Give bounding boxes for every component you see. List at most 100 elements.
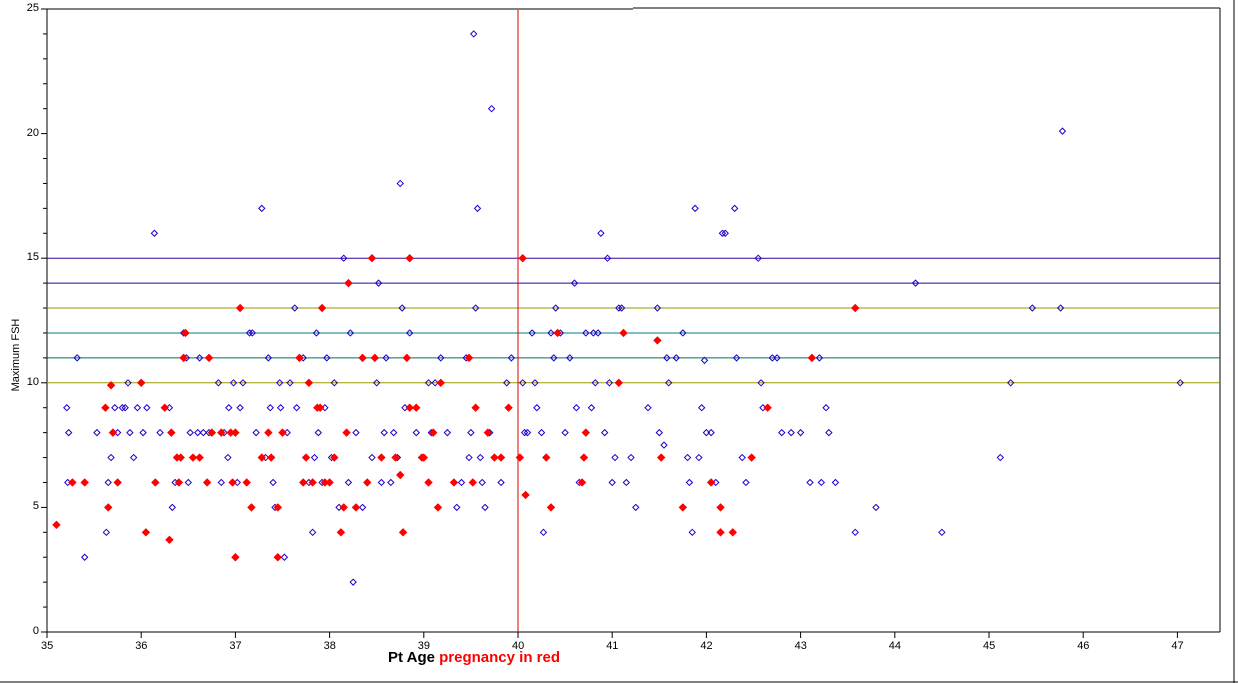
data-point-pregnancy bbox=[52, 520, 61, 530]
data-point bbox=[1058, 127, 1067, 135]
data-point-pregnancy bbox=[165, 535, 174, 545]
data-point-pregnancy bbox=[195, 453, 204, 462]
data-point-pregnancy bbox=[336, 528, 346, 537]
data-point-pregnancy bbox=[339, 503, 348, 512]
data-point-pregnancy bbox=[330, 453, 339, 462]
data-point-pregnancy bbox=[419, 453, 429, 462]
data-point bbox=[551, 304, 560, 312]
data-point bbox=[443, 428, 452, 437]
x-tick-label: 40 bbox=[512, 640, 525, 652]
data-point bbox=[102, 528, 111, 537]
x-axis-title-note: pregnancy in red bbox=[439, 649, 560, 666]
data-point bbox=[773, 354, 781, 362]
data-point-pregnancy bbox=[424, 478, 433, 487]
data-point bbox=[732, 354, 741, 362]
data-point bbox=[938, 528, 946, 537]
x-axis-title-main: Pt Age bbox=[388, 649, 435, 666]
data-point-pregnancy bbox=[653, 336, 662, 345]
data-point bbox=[683, 453, 692, 462]
y-axis-ticks bbox=[41, 8, 47, 633]
data-point bbox=[815, 354, 824, 362]
data-point bbox=[470, 30, 478, 38]
data-point bbox=[453, 503, 461, 512]
data-point bbox=[1028, 304, 1037, 312]
data-point bbox=[653, 304, 662, 312]
data-point-pregnancy bbox=[317, 303, 327, 313]
data-point bbox=[473, 204, 482, 213]
data-point bbox=[700, 356, 709, 365]
data-point bbox=[587, 404, 596, 412]
data-point bbox=[225, 404, 233, 412]
data-point-pregnancy bbox=[577, 478, 587, 487]
data-point bbox=[107, 453, 115, 462]
data-point bbox=[831, 478, 840, 487]
data-point bbox=[644, 404, 652, 412]
data-point bbox=[622, 478, 631, 487]
data-point-pregnancy bbox=[315, 403, 325, 412]
data-point-pregnancy bbox=[304, 378, 314, 388]
x-tick-label: 37 bbox=[229, 640, 242, 652]
series-pregnancy bbox=[52, 253, 860, 562]
data-point-pregnancy bbox=[247, 503, 256, 512]
data-point bbox=[691, 204, 699, 213]
data-point bbox=[63, 404, 71, 412]
data-point bbox=[695, 453, 703, 462]
data-point bbox=[550, 354, 558, 362]
data-point bbox=[721, 229, 729, 237]
data-point bbox=[1176, 379, 1184, 387]
reference-lines bbox=[47, 10, 1220, 632]
data-point-pregnancy bbox=[188, 453, 198, 462]
data-point-pregnancy bbox=[471, 403, 480, 412]
data-point bbox=[150, 229, 159, 237]
data-point bbox=[387, 478, 395, 487]
data-point-pregnancy bbox=[405, 253, 414, 263]
data-point-pregnancy bbox=[176, 453, 185, 462]
data-point bbox=[266, 404, 274, 412]
data-point-pregnancy bbox=[579, 453, 589, 462]
data-point bbox=[478, 478, 486, 487]
y-tick-label: 0 bbox=[32, 625, 39, 637]
x-tick-label: 46 bbox=[1077, 640, 1090, 652]
data-point-pregnancy bbox=[217, 428, 226, 437]
data-point bbox=[308, 528, 317, 537]
data-point-pregnancy bbox=[80, 478, 89, 487]
data-point bbox=[104, 478, 112, 487]
data-point bbox=[264, 354, 273, 362]
data-point bbox=[778, 428, 786, 437]
data-point bbox=[528, 329, 536, 337]
data-point-pregnancy bbox=[101, 403, 110, 412]
data-point-pregnancy bbox=[167, 428, 176, 437]
x-tick-label: 39 bbox=[417, 640, 431, 652]
data-point-pregnancy bbox=[308, 478, 317, 487]
data-point-pregnancy bbox=[807, 353, 817, 363]
data-point bbox=[738, 453, 746, 462]
data-point bbox=[291, 304, 299, 312]
data-point bbox=[330, 379, 339, 387]
data-point bbox=[502, 379, 511, 387]
data-point bbox=[520, 428, 529, 437]
data-point bbox=[194, 428, 202, 437]
data-point bbox=[239, 379, 247, 387]
data-point bbox=[312, 329, 321, 337]
data-point-pregnancy bbox=[851, 303, 860, 313]
data-point bbox=[382, 354, 390, 362]
data-point bbox=[280, 553, 289, 561]
y-tick-label: 5 bbox=[32, 500, 39, 513]
y-tick-label: 15 bbox=[26, 251, 39, 264]
data-point bbox=[611, 453, 619, 462]
y-axis-title-text: Maximum FSH bbox=[10, 318, 22, 392]
data-point-pregnancy bbox=[257, 453, 266, 462]
data-point-pregnancy bbox=[242, 478, 251, 487]
y-tick-label: 10 bbox=[26, 375, 39, 388]
data-point bbox=[597, 229, 605, 237]
plot-area bbox=[46, 7, 1221, 633]
data-point-pregnancy bbox=[747, 453, 756, 462]
data-point bbox=[346, 329, 355, 337]
data-point bbox=[121, 404, 129, 412]
x-tick-label: 44 bbox=[888, 640, 902, 652]
data-point-pregnancy bbox=[235, 303, 245, 313]
data-point-pregnancy bbox=[104, 503, 113, 512]
data-point bbox=[660, 441, 668, 449]
data-point bbox=[80, 553, 89, 561]
data-point bbox=[73, 354, 81, 362]
